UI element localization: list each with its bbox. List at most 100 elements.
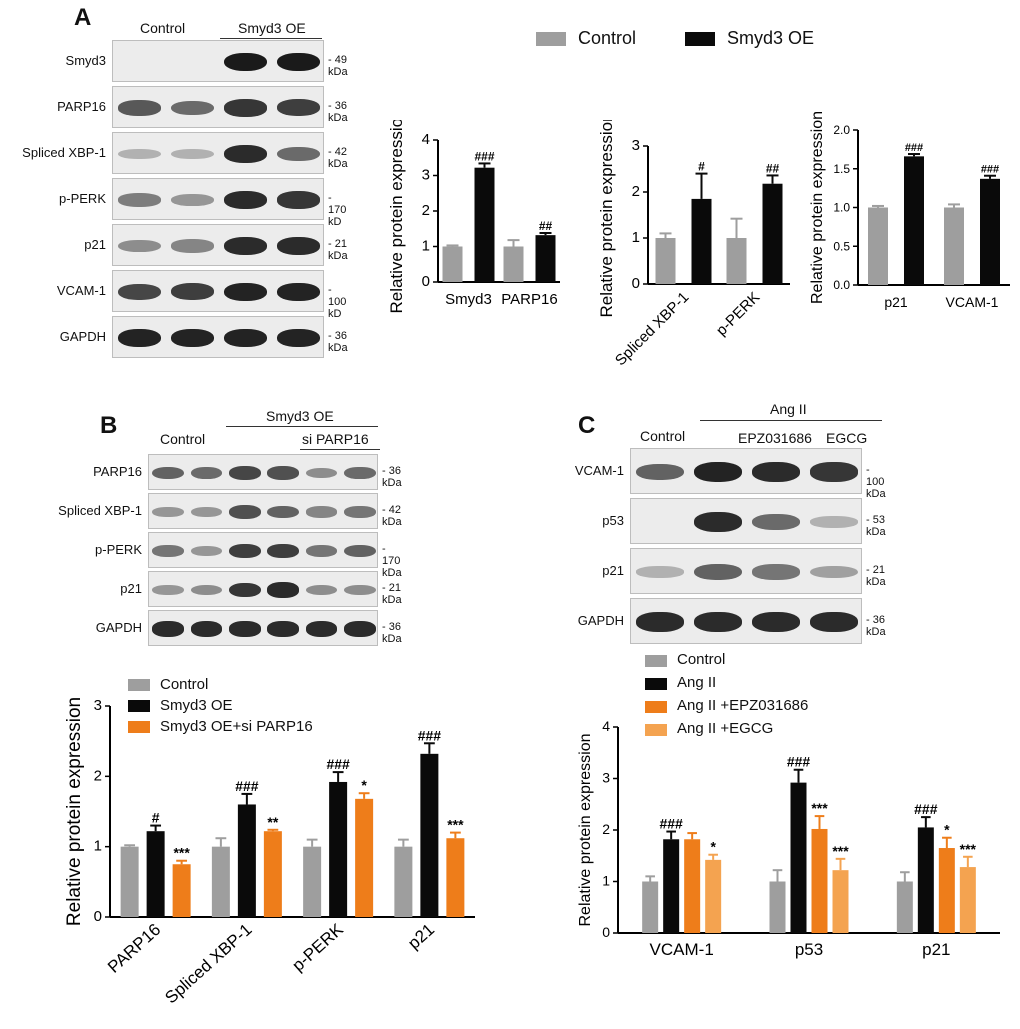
- legend-b-smyd3-label: Smyd3 OE: [160, 697, 233, 714]
- significance-label: #: [698, 160, 705, 174]
- panel-a-band: [117, 239, 162, 253]
- panel-b-band: [229, 621, 261, 637]
- panel-a-band: [170, 148, 215, 160]
- bar: [642, 881, 659, 933]
- panel-b-blot-strip-p21: [148, 571, 378, 607]
- panel-a-band: [223, 52, 268, 72]
- x-tick-label: p21: [404, 920, 438, 953]
- significance-label: ##: [766, 161, 780, 175]
- y-tick-label: 0: [94, 908, 102, 925]
- panel-a-band: [276, 237, 321, 255]
- y-axis-label: Relative protein expression: [597, 120, 616, 318]
- panel-b-band: [229, 543, 261, 559]
- panel-c-control-label: Control: [640, 428, 686, 444]
- bar: [329, 781, 348, 917]
- panel-b-band: [152, 584, 184, 596]
- x-tick-label: Smyd3: [445, 291, 492, 308]
- legend-c-egcg-swatch: [645, 724, 667, 736]
- y-tick-label: 2.0: [833, 123, 850, 137]
- panel-c-band: [636, 463, 684, 481]
- panel-b-band: [190, 545, 223, 557]
- panel-a-band: [170, 100, 215, 116]
- panel-a-kda-spliced-xbp-1: - 42 kDa: [328, 146, 348, 170]
- y-tick-label: 0: [422, 273, 430, 290]
- panel-b-blot-label-parp16: PARP16: [93, 464, 142, 479]
- y-tick-label: 1.5: [833, 162, 850, 176]
- significance-label: ***: [447, 817, 464, 833]
- x-tick-label: PARP16: [501, 291, 557, 308]
- panel-c-blot-strip-vcam-1: [630, 448, 862, 494]
- bar: [663, 839, 680, 933]
- panel-b-band: [344, 584, 376, 596]
- panel-a-blot-strip-gapdh: [112, 316, 324, 358]
- panel-b-band: [305, 506, 338, 518]
- panel-b-band: [190, 466, 223, 480]
- y-tick-label: 2: [602, 821, 610, 837]
- legend-b-sipar-label: Smyd3 OE+si PARP16: [160, 718, 313, 735]
- panel-a-band: [276, 282, 321, 302]
- panel-c-band: [752, 612, 800, 632]
- bar: [917, 827, 934, 933]
- y-tick-label: 2: [632, 183, 640, 200]
- bar: [705, 859, 722, 933]
- panel-b-band: [344, 621, 376, 637]
- significance-label: ###: [235, 778, 259, 794]
- y-tick-label: 3: [94, 697, 102, 714]
- x-tick-label: VCAM-1: [650, 940, 714, 959]
- panel-b-kda-p21: - 21 kDa: [382, 582, 402, 606]
- panel-c-kda-vcam-1: - 100 kDa: [866, 464, 886, 500]
- panel-a-band: [117, 193, 162, 207]
- panel-b-band: [344, 466, 376, 480]
- panel-c-band: [694, 612, 742, 632]
- bar: [394, 846, 413, 917]
- x-tick-label: VCAM-1: [946, 294, 999, 310]
- panel-a-band: [117, 283, 162, 301]
- panel-a-band: [276, 52, 321, 72]
- y-tick-label: 1: [94, 838, 102, 855]
- panel-a-blot-strip-spliced-xbp-1: [112, 132, 324, 174]
- significance-label: ###: [659, 816, 683, 832]
- panel-b-band: [267, 621, 299, 637]
- x-tick-label: p-PERK: [713, 289, 763, 339]
- y-tick-label: 1: [602, 873, 610, 889]
- panel-a-blot-strip-p21: [112, 224, 324, 266]
- panel-a-band: [117, 148, 162, 160]
- legend-c-control-label: Control: [677, 651, 726, 668]
- panel-a-band: [276, 328, 321, 348]
- y-tick-label: 4: [602, 718, 610, 734]
- panel-b-band: [190, 506, 223, 518]
- panel-a-band: [276, 191, 321, 209]
- panel-c-kda-p53: - 53 kDa: [866, 514, 886, 538]
- bar: [237, 804, 256, 917]
- chart-a1: 0 1 2 3 4 Relative protein expression ### Smyd3…: [387, 120, 560, 314]
- panel-b-band: [190, 621, 223, 637]
- panel-c-band: [752, 513, 800, 530]
- legend-c-egcg-label: Ang II +EGCG: [677, 720, 774, 737]
- panel-b-band: [152, 544, 184, 558]
- panel-b-blot-label-spliced-xbp-1: Spliced XBP-1: [58, 503, 142, 518]
- x-tick-label: Spliced XBP-1: [612, 289, 692, 369]
- bar: [535, 235, 556, 282]
- panel-c-band: [694, 563, 742, 581]
- panel-b-band: [229, 582, 261, 598]
- panel-a-band: [223, 328, 268, 348]
- panel-a-kda-parp16: - 36 kDa: [328, 100, 348, 124]
- panel-a-band: [223, 237, 268, 255]
- legend-c-epz-swatch: [645, 701, 667, 713]
- panel-a-band: [170, 193, 215, 207]
- panel-b-smyd3-oe-label: Smyd3 OE: [266, 408, 334, 424]
- legend-c-ang-swatch: [645, 678, 667, 690]
- bar: [868, 207, 888, 285]
- panel-a-blot-strip-p-perk: [112, 178, 324, 220]
- panel-b-band: [267, 466, 299, 480]
- panel-a-band: [223, 145, 268, 163]
- panel-a-band: [223, 282, 268, 302]
- panel-b-band: [152, 621, 184, 637]
- bar: [442, 246, 463, 282]
- panel-b-band: [267, 505, 299, 519]
- panel-a-band: [276, 146, 321, 162]
- panel-a-blot-strip-vcam-1: [112, 270, 324, 312]
- bar: [655, 238, 676, 284]
- bar: [832, 870, 849, 933]
